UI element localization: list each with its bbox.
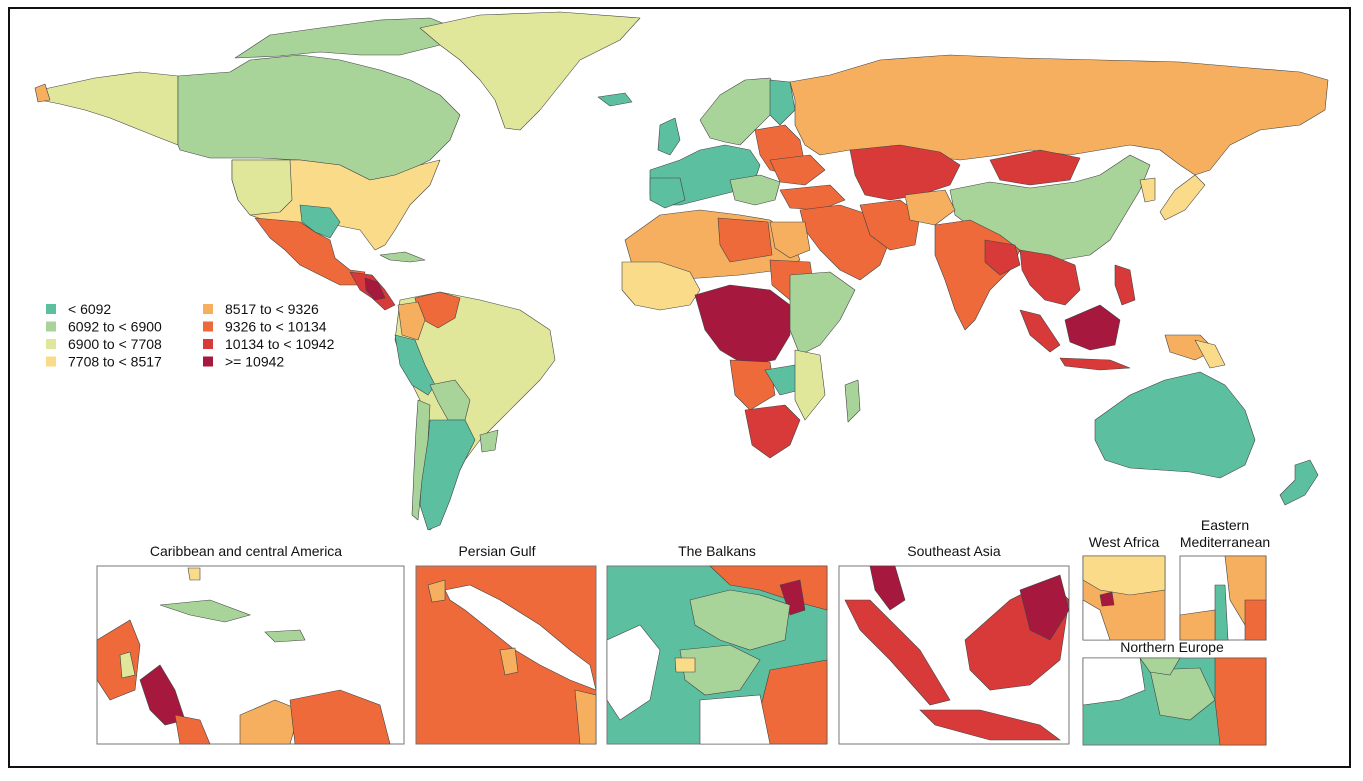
insets: Caribbean and central America Persian Gu… xyxy=(96,517,1270,746)
region-iran xyxy=(859,199,921,251)
inset-map-caribbean xyxy=(96,567,391,745)
legend-swatch-6 xyxy=(203,321,213,332)
inset-title-northern-europe: Northern Europe xyxy=(1120,639,1224,655)
region-texas xyxy=(299,204,341,239)
inset-map-balkans xyxy=(606,565,828,745)
region-mongolia xyxy=(989,149,1081,186)
region-uk xyxy=(657,117,681,156)
region-chile xyxy=(411,399,431,521)
region-iberia xyxy=(649,177,686,209)
region-libya xyxy=(717,217,773,263)
legend-label-6: 9326 to < 10134 xyxy=(225,319,327,335)
region-java xyxy=(1059,357,1131,371)
region-kazakhstan xyxy=(849,144,961,201)
legend-label-2: 6092 to < 6900 xyxy=(68,319,162,335)
inset-map-northern-europe xyxy=(1082,657,1267,746)
region-madagascar xyxy=(844,379,861,423)
legend-swatch-4 xyxy=(46,356,56,367)
region-uruguay xyxy=(479,429,499,453)
legend-swatch-2 xyxy=(46,321,56,332)
region-philippines xyxy=(1114,264,1136,306)
legend-swatch-7 xyxy=(203,339,213,349)
region-japan xyxy=(1159,174,1206,221)
region-iceland xyxy=(597,92,633,107)
region-korea xyxy=(1139,177,1156,203)
main-map xyxy=(34,11,1329,531)
inset-title-eastern-med-1: Eastern xyxy=(1201,517,1249,533)
region-west-africa xyxy=(621,261,701,311)
inset-map-eastern-med xyxy=(1179,555,1267,641)
legend-label-7: 10134 to < 10942 xyxy=(225,336,335,352)
legend-swatch-8 xyxy=(203,356,213,367)
inset-map-persian-gulf xyxy=(427,579,597,745)
inset-title-balkans: The Balkans xyxy=(678,543,756,559)
inset-title-southeast-asia: Southeast Asia xyxy=(907,543,1001,559)
legend-label-5: 8517 to < 9326 xyxy=(225,301,319,317)
region-arctic-islands xyxy=(234,17,461,59)
region-cuba xyxy=(379,251,426,263)
region-alaska xyxy=(39,71,179,146)
legend-swatch-5 xyxy=(203,304,213,314)
inset-title-eastern-med-2: Mediterranean xyxy=(1180,534,1270,550)
region-india-east xyxy=(984,239,1021,276)
region-east-africa xyxy=(789,271,856,356)
legend-label-4: 7708 to < 8517 xyxy=(68,354,162,370)
legend-swatch-3 xyxy=(46,339,56,349)
region-turkey xyxy=(779,184,846,211)
region-guatemala xyxy=(364,277,386,301)
region-colombia xyxy=(397,301,426,341)
inset-map-southeast-asia xyxy=(844,565,1070,741)
inset-title-caribbean: Caribbean and central America xyxy=(150,543,342,559)
inset-title-west-africa: West Africa xyxy=(1089,534,1160,550)
region-png-east xyxy=(1194,339,1226,369)
region-canada xyxy=(177,54,461,181)
region-ukraine xyxy=(769,154,826,186)
legend-label-3: 6900 to < 7708 xyxy=(68,336,162,352)
region-sumatra xyxy=(1019,309,1061,353)
region-alaska-west-tip xyxy=(34,83,51,103)
region-indochina xyxy=(1019,249,1081,306)
region-angola xyxy=(729,359,776,411)
region-peru xyxy=(394,334,436,396)
region-finland xyxy=(769,79,796,126)
region-new-zealand xyxy=(1279,459,1319,506)
region-greenland xyxy=(419,11,641,131)
region-australia xyxy=(1094,371,1256,479)
inset-map-west-africa xyxy=(1082,555,1166,641)
region-egypt xyxy=(769,221,811,259)
region-indonesia-borneo xyxy=(1064,304,1121,351)
legend-label-1: < 6092 xyxy=(68,301,111,317)
region-usa-west xyxy=(231,159,293,216)
legend-swatch-1 xyxy=(46,304,56,314)
inset-title-persian-gulf: Persian Gulf xyxy=(458,543,535,559)
region-southern-africa xyxy=(744,404,801,459)
region-central-africa xyxy=(694,284,791,366)
region-mozambique xyxy=(794,349,826,421)
region-balkans-main xyxy=(729,174,781,206)
legend-label-8: >= 10942 xyxy=(225,354,284,370)
region-afghanistan xyxy=(904,189,956,226)
